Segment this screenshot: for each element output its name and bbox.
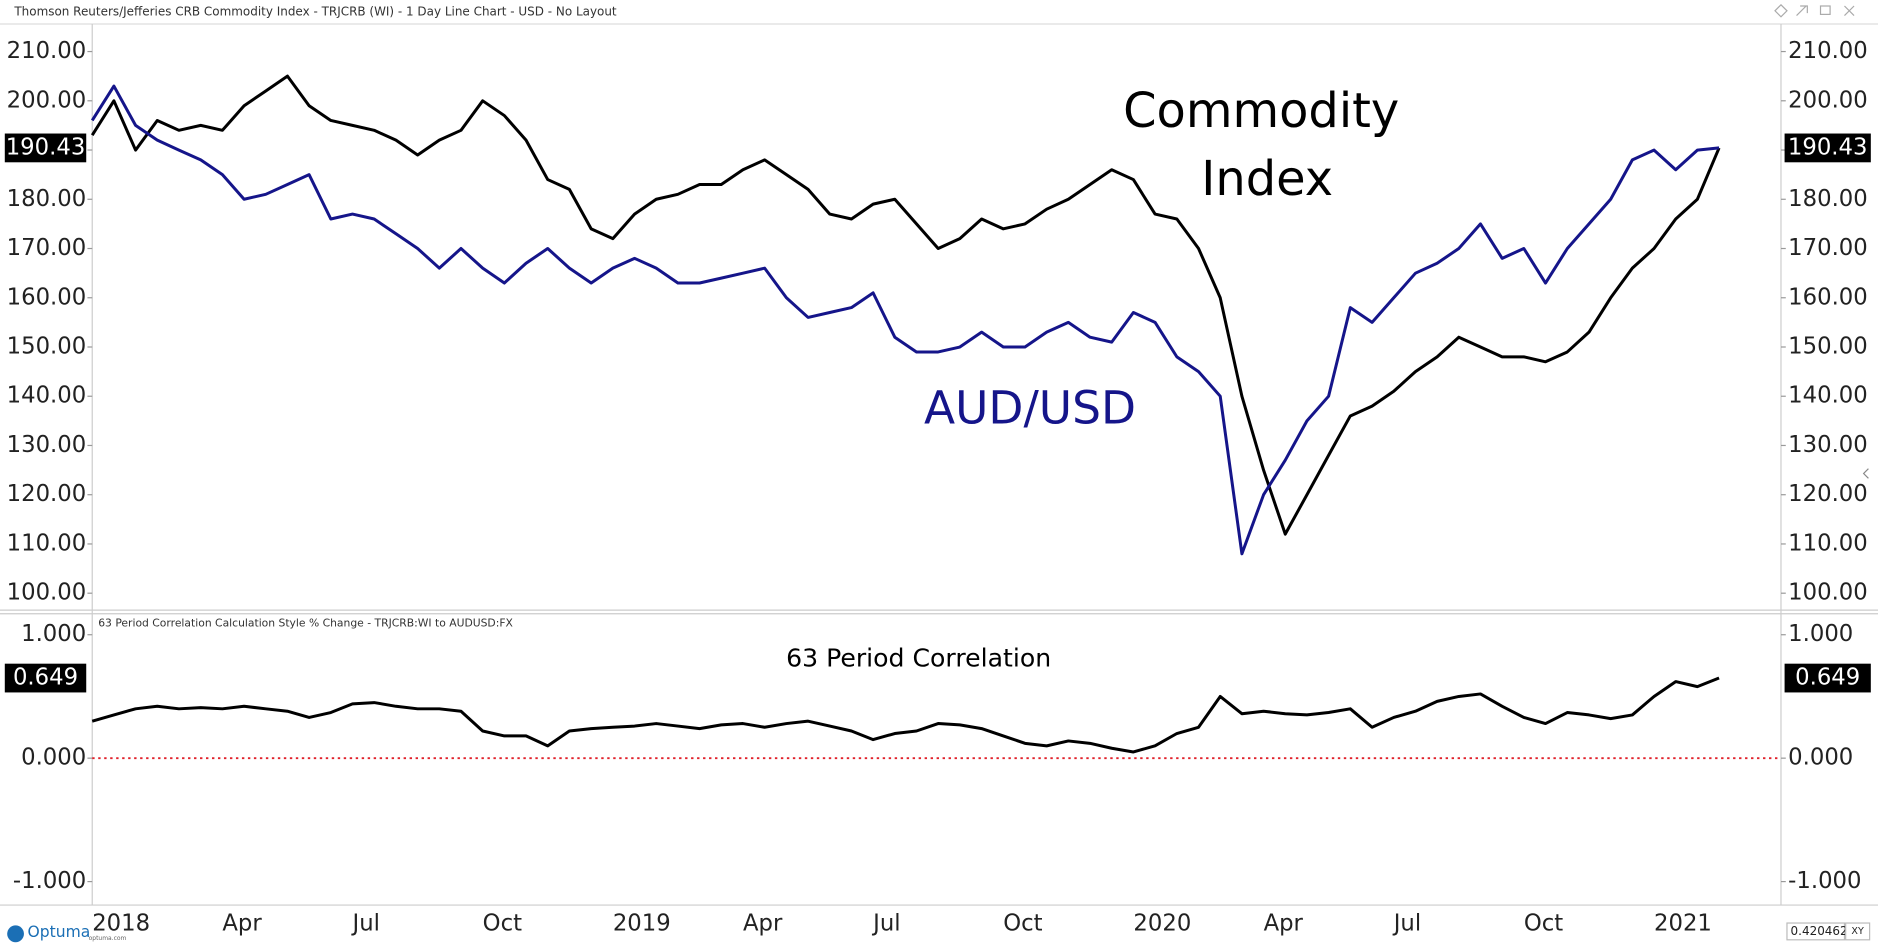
y-tick-label: 160.00 <box>7 284 87 310</box>
panel-frames <box>0 23 1878 906</box>
last-value-box <box>4 663 87 693</box>
window-icons[interactable] <box>1774 3 1855 18</box>
x-tick-label: 2020 <box>1133 911 1191 937</box>
y-tick-label: 180.00 <box>7 186 87 212</box>
brand-url: optuma.com <box>89 935 127 942</box>
last-value-box <box>1784 663 1871 693</box>
y-tick-label: 180.00 <box>1788 186 1868 212</box>
x-tick-label: Apr <box>1264 911 1304 937</box>
y-tick-label: 200.00 <box>7 87 87 113</box>
mode[interactable]: XY <box>1851 926 1864 937</box>
y-tick-label: 110.00 <box>7 530 87 556</box>
brand-logo: Optuma optuma.com <box>7 923 127 943</box>
annotation: Index <box>1201 152 1333 207</box>
last-value-box <box>1784 133 1871 163</box>
annotation: 63 Period Correlation <box>786 643 1051 672</box>
x-tick-label: Jul <box>871 911 900 937</box>
y-tick-label: -1.000 <box>13 868 86 894</box>
y-tick-label: 120.00 <box>1788 481 1868 507</box>
icon-close[interactable] <box>1844 5 1855 17</box>
y-tick-label: 170.00 <box>7 235 87 261</box>
y-tick-label: 210.00 <box>7 38 87 64</box>
x-tick-label: Oct <box>1524 911 1563 937</box>
x-tick-label: Jul <box>351 911 380 937</box>
x-tick-label: Oct <box>1003 911 1042 937</box>
annotation: Commodity <box>1123 84 1399 139</box>
y-tick-label: 0.000 <box>21 745 86 771</box>
mode-box[interactable] <box>1845 922 1871 941</box>
y-tick-label: 140.00 <box>7 383 87 409</box>
y-tick-label: 0.000 <box>1788 745 1853 771</box>
series-line <box>90 74 1721 536</box>
collapse-arrow[interactable] <box>1862 468 1869 479</box>
logo-mark <box>7 925 24 943</box>
y-tick-label: 1.000 <box>1788 621 1853 647</box>
x-tick-label: 2018 <box>92 911 150 937</box>
cursor-value: 0.4204621 <box>1791 924 1856 938</box>
y-tick-label: 150.00 <box>1788 333 1868 359</box>
y-tick-label: 1.000 <box>21 621 86 647</box>
last-value-label: 190.43 <box>6 134 86 160</box>
annotation: AUD/USD <box>924 382 1136 435</box>
last-value-label: 0.649 <box>1795 665 1860 691</box>
last-value-box <box>4 133 87 163</box>
cursor-box <box>1786 922 1846 941</box>
icon-diamond[interactable] <box>1774 3 1788 18</box>
y-tick-label: -1.000 <box>1788 868 1861 894</box>
x-tick-label: Apr <box>222 911 262 937</box>
y-tick-label: 100.00 <box>7 580 87 606</box>
window-title: Thomson Reuters/Jefferies CRB Commodity … <box>13 4 617 18</box>
series-line <box>91 676 1720 754</box>
y-tick-label: 170.00 <box>1788 235 1868 261</box>
y-tick-label: 130.00 <box>7 432 87 458</box>
y-tick-label: 100.00 <box>1788 580 1868 606</box>
icon-pin[interactable] <box>1796 5 1808 17</box>
x-tick-label: 2021 <box>1654 911 1712 937</box>
x-tick-label: Apr <box>743 911 783 937</box>
x-tick-label: Oct <box>483 911 522 937</box>
y-tick-label: 160.00 <box>1788 284 1868 310</box>
y-tick-label: 110.00 <box>1788 530 1868 556</box>
x-tick-label: Jul <box>1392 911 1421 937</box>
x-tick-label: 2019 <box>613 911 671 937</box>
icon-restore[interactable] <box>1819 5 1831 15</box>
brand: Optuma <box>28 923 91 941</box>
series-line <box>90 84 1720 556</box>
y-tick-label: 200.00 <box>1788 87 1868 113</box>
last-value-label: 190.43 <box>1788 134 1868 160</box>
y-tick-label: 150.00 <box>7 333 87 359</box>
y-tick-label: 210.00 <box>1788 38 1868 64</box>
panel-subtitle: 63 Period Correlation Calculation Style … <box>98 616 513 629</box>
last-value-label: 0.649 <box>13 665 78 691</box>
y-tick-label: 140.00 <box>1788 383 1868 409</box>
y-tick-label: 120.00 <box>7 481 87 507</box>
y-tick-label: 130.00 <box>1788 432 1868 458</box>
